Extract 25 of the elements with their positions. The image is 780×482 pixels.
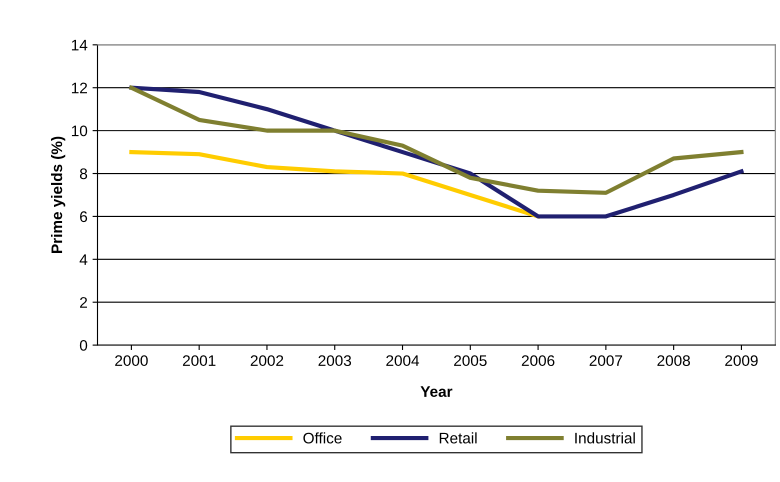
x-tick-label: 2000 — [115, 355, 148, 366]
y-axis-title: Prime yields (%) — [50, 136, 66, 253]
y-tick-label: 12 — [72, 82, 88, 94]
line-series — [129, 150, 540, 219]
x-tick-label: 2004 — [386, 355, 420, 366]
x-axis-title: Year — [420, 386, 452, 397]
y-tick-label: 10 — [72, 125, 88, 136]
x-tick-label: 2006 — [522, 355, 554, 366]
legend-label: Industrial — [575, 432, 635, 444]
legend-label: Office — [303, 432, 342, 444]
line-series — [129, 86, 744, 195]
x-tick-label: 2003 — [318, 355, 352, 366]
y-tick-label: 6 — [80, 211, 88, 222]
x-tick-label: 2002 — [250, 355, 284, 366]
y-tick-label: 14 — [72, 40, 88, 50]
x-tick-label: 2001 — [182, 355, 216, 366]
y-tick-label: 0 — [80, 340, 88, 351]
x-tick-label: 2009 — [725, 355, 758, 366]
x-tick-label: 2007 — [590, 355, 622, 366]
y-tick-label: 4 — [80, 254, 88, 265]
y-tick-label: 8 — [80, 168, 88, 180]
y-tick-label: 2 — [80, 297, 88, 308]
legend-label: Retail — [440, 432, 477, 444]
x-tick-label: 2008 — [657, 355, 690, 366]
x-tick-label: 2005 — [454, 355, 487, 366]
